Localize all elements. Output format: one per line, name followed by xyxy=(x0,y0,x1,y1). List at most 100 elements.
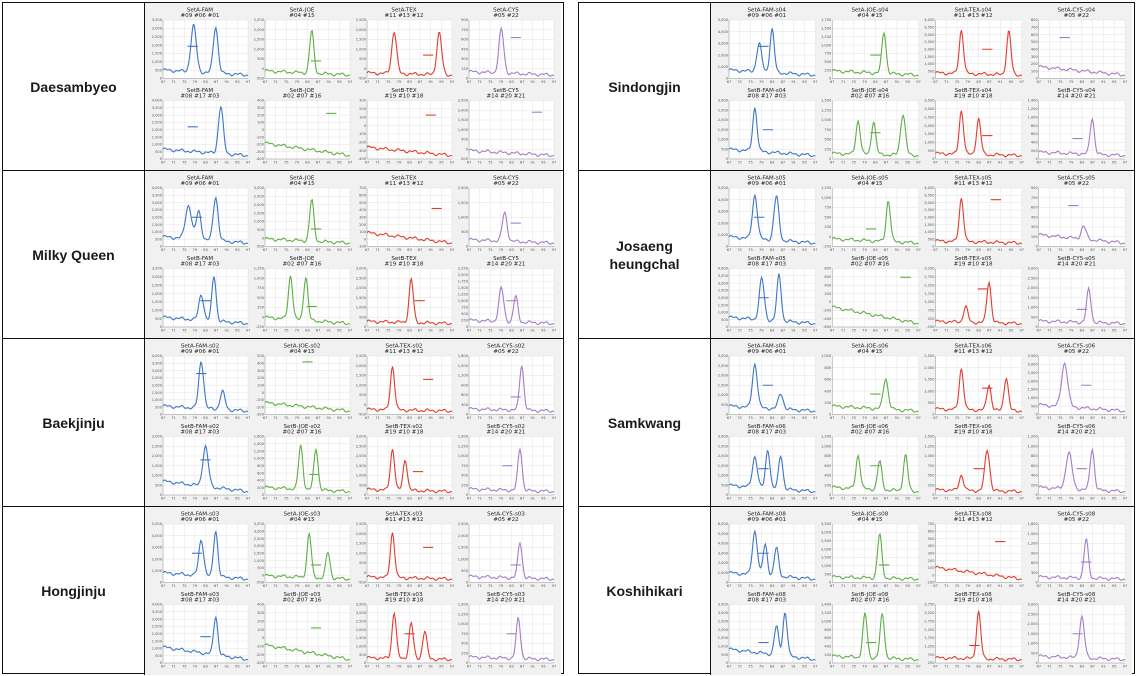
x-tick-label: 87 xyxy=(214,665,219,669)
y-tick-label: 1,500 xyxy=(458,364,469,368)
x-tick-label: 75 xyxy=(748,329,753,333)
subplot: SetB-JOE-s08#02 #07 #16 1,400 1,200 1,000 80… xyxy=(821,592,921,669)
seta-fam-plot: SetA-FAM-s03#09 #06 #01 5,000 4,000 3,000 2,… xyxy=(152,512,251,589)
x-tick-label: 95 xyxy=(905,584,910,588)
x-tick-label: 95 xyxy=(439,416,444,420)
y-tick-label: 2,000 xyxy=(458,186,469,190)
subplot: SetA-JOE-s08#04 #15 3,500 3,000 2,500 2,000 1… xyxy=(821,512,921,589)
x-tick-label: 87 xyxy=(781,80,786,84)
y-tick-label: 2,000 xyxy=(458,108,469,112)
fam-curve xyxy=(728,612,816,662)
x-tick-label: 79 xyxy=(499,416,504,420)
x-tick-label: 95 xyxy=(802,80,807,84)
x-tick-label: 75 xyxy=(955,248,960,252)
x-tick-label: 83 xyxy=(976,248,981,252)
y-tick-label: -500 xyxy=(256,77,265,81)
y-tick-label: 1,000 xyxy=(152,569,163,573)
y-tick-label: 3,000 xyxy=(1027,363,1038,367)
x-tick-label: 97 xyxy=(1019,248,1024,252)
y-tick-label: 3,000 xyxy=(152,275,163,279)
plot-wells: #11 #13 #12 xyxy=(385,517,424,523)
subplot: SetB-TEX-s04#19 #10 #18 3,500 3,000 2,500 2,… xyxy=(924,88,1024,165)
subplot: SetA-JOE-s02#04 #15 500 400 300 200 100 0 -100 -… xyxy=(256,344,352,421)
x-tick-label: 97 xyxy=(1019,329,1024,333)
y-tick-label: 0 xyxy=(726,413,729,417)
seta-cy5-plot: SetA-CY5-s05#05 #22 900 750 600 450 300 150 067… xyxy=(1031,176,1127,253)
seta-fam-plot: SetA-FAM#09 #06 #01 4,000 3,500 3,000 2,500 2… xyxy=(152,176,251,253)
x-tick-label: 67 xyxy=(467,161,472,165)
x-tick-label: 97 xyxy=(246,665,251,669)
x-tick-label: 95 xyxy=(1112,584,1117,588)
plot-wells: #19 #10 #18 xyxy=(954,262,993,268)
y-tick-label: 0 xyxy=(726,325,729,329)
x-tick-label: 87 xyxy=(1090,329,1095,333)
x-tick-label: 71 xyxy=(273,665,278,669)
x-tick-label: 75 xyxy=(386,80,391,84)
variety-row: Josaeng heungchal SetA-FAM-s05 #09 #06 #01 5… xyxy=(579,171,1134,339)
y-tick-label: 2,500 xyxy=(924,208,935,212)
plot-wells: #09 #06 #01 xyxy=(181,13,220,19)
x-tick-label: 95 xyxy=(235,416,240,420)
x-tick-label: 83 xyxy=(305,80,310,84)
x-tick-label: 75 xyxy=(182,248,187,252)
curves-svg: SetA-FAM-s05#09 #06 #01 5,000 4,000 3,000 2,… xyxy=(718,176,1128,333)
x-tick-label: 75 xyxy=(748,665,753,669)
y-tick-label: -500 xyxy=(358,581,367,585)
joe-curve xyxy=(264,141,351,157)
x-tick-label: 95 xyxy=(905,161,910,165)
plot-title: SetB-CY5 xyxy=(493,256,519,262)
plot-wells: #02 #07 #16 xyxy=(850,262,889,268)
x-tick-label: 95 xyxy=(541,248,546,252)
y-tick-label: 500 xyxy=(721,147,729,151)
y-tick-label: 2,500 xyxy=(718,289,729,293)
y-tick-label: -400 xyxy=(358,157,367,161)
plot-title: SetA-JOE-s03 xyxy=(284,512,321,518)
y-tick-label: 0 xyxy=(1035,325,1038,329)
x-tick-label: 95 xyxy=(905,665,910,669)
y-tick-label: 500 xyxy=(824,138,832,142)
y-tick-label: -100 xyxy=(358,245,367,249)
y-tick-label: 1,250 xyxy=(458,444,469,448)
y-tick-label: 3,000 xyxy=(924,107,935,111)
setb-joe-plot: SetB-JOE-s05#02 #07 #16 800 600 400 200 0 -200… xyxy=(823,256,921,333)
x-tick-label: 91 xyxy=(224,80,229,84)
x-tick-label: 79 xyxy=(499,497,504,501)
x-tick-label: 97 xyxy=(450,80,455,84)
variety-label: Sindongjin xyxy=(579,3,711,170)
x-tick-label: 67 xyxy=(365,497,370,501)
plot-wells: #11 #13 #12 xyxy=(954,349,993,355)
y-tick-label: 2,000 xyxy=(254,28,265,32)
y-tick-label: 1,000 xyxy=(356,47,367,51)
x-tick-label: 71 xyxy=(737,665,742,669)
x-tick-label: 97 xyxy=(813,665,818,669)
y-tick-label: 1,500 xyxy=(718,636,729,640)
y-tick-label: 4,000 xyxy=(718,542,729,546)
subplot: SetA-CY5#05 #22 900 750 600 450 300 150 067 71 75… xyxy=(461,8,556,85)
cy5-curve xyxy=(1038,285,1126,326)
subplot: SetA-JOE-s06#04 #15 1,000 800 600 400 200 067 7… xyxy=(821,344,921,421)
y-tick-label: 200 xyxy=(1031,149,1039,153)
seta-cy5-plot: SetA-CY5-s02#05 #22 1,800 1,500 1,200 900 600… xyxy=(458,344,557,421)
subplot: SetA-TEX-s03#11 #13 #12 2,500 2,000 1,500 1,… xyxy=(356,512,455,589)
y-tick-label: 3,000 xyxy=(356,435,367,439)
y-tick-label: 3,000 xyxy=(718,435,729,439)
x-tick-label: 91 xyxy=(326,584,331,588)
subplot: SetB-JOE#02 #07 #16 1,250 1,000 750 500 250 0 -… xyxy=(254,256,353,333)
y-tick-label: 1,500 xyxy=(356,542,367,546)
joe-curve xyxy=(264,275,351,326)
y-tick-label: 2,000 xyxy=(152,383,163,387)
x-tick-label: 79 xyxy=(397,80,402,84)
y-tick-label: 0 xyxy=(1035,661,1038,665)
x-tick-label: 91 xyxy=(530,329,535,333)
y-tick-label: 600 xyxy=(257,471,265,475)
y-tick-label: -300 xyxy=(256,661,265,665)
subplot: SetB-FAM-s06#08 #17 #03 3,000 2,500 2,000 1,… xyxy=(718,424,818,501)
plot-title: SetA-TEX-s02 xyxy=(386,344,423,350)
plot-wells: #02 #07 #16 xyxy=(850,598,889,604)
subplot: SetB-CY5-s06#14 #20 #21 1,200 1,000 800 600 4… xyxy=(1027,424,1127,501)
x-tick-label: 83 xyxy=(1080,665,1085,669)
x-tick-label: 97 xyxy=(1019,497,1024,501)
x-tick-label: 97 xyxy=(450,329,455,333)
seta-fam-plot: SetA-FAM-s06#09 #06 #01 3,000 2,500 2,000 1,… xyxy=(718,344,818,421)
setb-joe-plot: SetB-JOE-s04#02 #07 #16 1,500 1,250 1,000 75… xyxy=(821,88,921,165)
